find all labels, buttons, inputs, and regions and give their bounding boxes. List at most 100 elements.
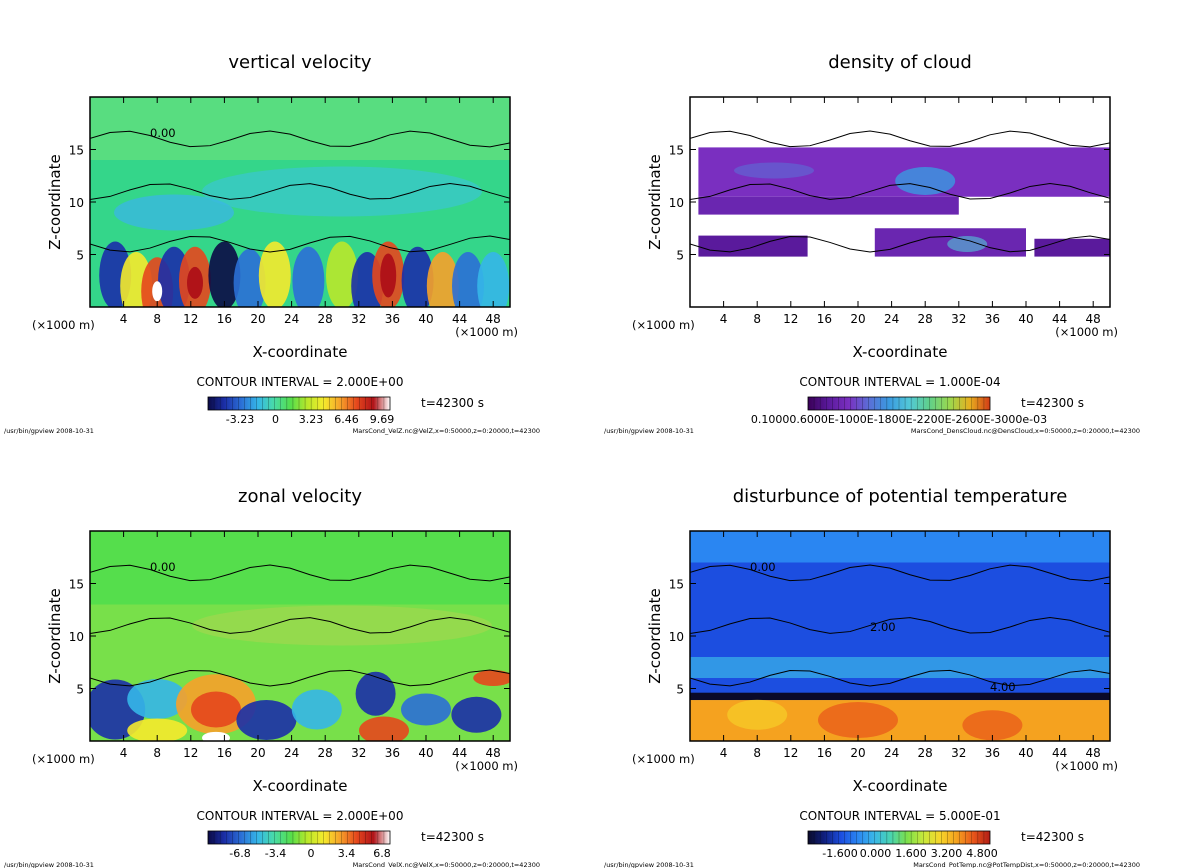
x-tick-label: 48 [486,312,501,326]
field-cell [291,689,342,730]
field-cell [451,696,502,733]
field-cell [236,700,297,740]
footer-left: /usr/bin/gpview 2008-10-31 [604,427,694,435]
field-cell [401,693,451,726]
y-axis-label: Z-coordinate [646,588,664,683]
x-tick-label: 16 [217,746,232,760]
contour-line [90,235,510,253]
x-tick-label: 24 [884,746,899,760]
x-tick-label: 24 [884,312,899,326]
x-tick-label: 20 [250,746,265,760]
field-cell [152,281,163,302]
contour-interval: CONTOUR INTERVAL = 5.000E-01 [799,809,1000,823]
heatmap-field [90,97,510,307]
y-tick-label: 5 [676,249,684,263]
panel-4: disturbunce of potential temperature 0.00… [604,486,1140,868]
x-tick-label: 12 [183,312,198,326]
y-tick-label: 10 [669,630,684,644]
footer-left: /usr/bin/gpview 2008-10-31 [4,427,94,435]
contour-interval: CONTOUR INTERVAL = 2.000E+00 [197,375,404,389]
field-cell [258,241,291,307]
y-tick-label: 15 [669,144,684,158]
x-tick-label: 16 [817,746,832,760]
contour-line [90,616,510,634]
x-axis-label: X-coordinate [253,777,348,795]
contour-line [690,182,1110,200]
x-tick-label: 36 [985,746,1000,760]
field-cell [401,246,434,307]
field-cell [326,241,358,307]
field-band [690,657,1110,678]
y-tick-label: 15 [69,144,84,158]
field-cell [208,241,241,307]
field-cell [355,671,396,716]
contour-line [90,669,510,687]
cloud-band-lower [1034,238,1110,257]
contour-lines [90,130,510,253]
x-tick-label: 4 [120,746,128,760]
x-tick-label: 8 [753,312,761,326]
y-tick-label: 5 [676,683,684,697]
y-axis-label: Z-coordinate [46,588,64,683]
contour-lines [690,564,1110,687]
x-tick-label: 20 [850,312,865,326]
contour-line [690,130,1110,148]
x-tick-label: 32 [951,312,966,326]
x-tick-label: 24 [284,312,299,326]
y-tick-label: 10 [669,196,684,210]
x-tick-label: 28 [318,312,333,326]
y-tick-label: 15 [69,578,84,592]
field-cell [727,699,788,730]
x-tick-label: 20 [850,746,865,760]
x-tick-label: 12 [183,746,198,760]
field-cell [127,679,188,719]
field-cell [452,252,484,307]
x-axis-label: X-coordinate [853,343,948,361]
field-cell [202,731,230,741]
x-tick-label: 40 [1018,312,1033,326]
x-tick-label: 28 [918,746,933,760]
field-cell [127,718,188,741]
field-cell [380,253,397,298]
heatmap-field [690,531,1110,741]
contour-label: 4.00 [990,680,1016,694]
colorbar-tick-label: 9.69 [370,413,395,426]
time-label: t=42300 s [421,830,484,844]
footer-right: MarsCond_VelZ.nc@VelZ,x=0:50000,z=0:2000… [353,427,540,435]
x-axis-label: X-coordinate [853,777,948,795]
time-label: t=42300 s [421,396,484,410]
contour-lines [690,130,1110,253]
contour-label: 2.00 [870,620,896,634]
time-label: t=42300 s [1021,830,1084,844]
x-tick-label: 32 [351,312,366,326]
contour-line [690,564,1110,582]
footer-left: /usr/bin/gpview 2008-10-31 [604,861,694,868]
y-axis-label: Z-coordinate [646,154,664,249]
x-tick-label: 28 [918,312,933,326]
heatmap-field [690,97,1110,307]
x-tick-label: 32 [351,746,366,760]
x-tick-label: 4 [120,312,128,326]
x-tick-label: 36 [385,312,400,326]
footer-left: /usr/bin/gpview 2008-10-31 [4,861,94,868]
cloud-core [734,162,814,179]
x-tick-label: 16 [817,312,832,326]
contour-interval: CONTOUR INTERVAL = 1.000E-04 [799,375,1000,389]
y-unit-label: (×1000 m) [32,752,95,766]
x-tick-label: 20 [250,312,265,326]
x-unit-label: (×1000 m) [455,325,518,339]
x-tick-label: 32 [951,746,966,760]
x-tick-label: 40 [1018,746,1033,760]
x-tick-label: 48 [1086,746,1101,760]
colorbar-tick-label: 0 [308,847,315,860]
contour-label: 0.00 [750,560,776,574]
field-cell [187,266,203,299]
y-tick-label: 15 [669,578,684,592]
chart-title: density of cloud [828,52,972,73]
x-tick-label: 16 [217,312,232,326]
x-tick-label: 40 [418,746,433,760]
contour-label: 0.00 [150,560,176,574]
colorbar-tick-label: 6.46 [334,413,359,426]
x-unit-label: (×1000 m) [455,759,518,773]
